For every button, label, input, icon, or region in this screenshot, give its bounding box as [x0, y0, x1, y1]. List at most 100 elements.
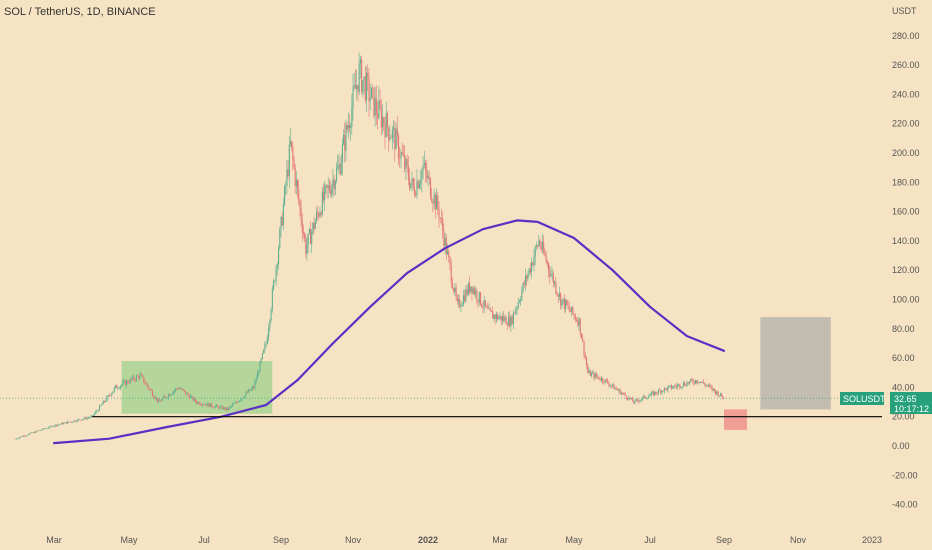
candle-body [634, 399, 636, 403]
candle [704, 382, 706, 388]
candle-body [712, 388, 714, 391]
candle-body [166, 397, 168, 399]
candle [151, 389, 153, 397]
candle-body [285, 185, 287, 187]
candle-body [637, 399, 639, 401]
candle-body [423, 162, 425, 166]
x-tick-label: Nov [790, 535, 807, 545]
candle-body [625, 395, 627, 399]
candle [205, 404, 208, 408]
candle [21, 435, 23, 438]
candle [202, 404, 204, 407]
candle-body [436, 195, 438, 210]
candle [640, 397, 642, 402]
candle-body [68, 421, 70, 423]
candle [512, 309, 514, 329]
candle [150, 388, 152, 391]
x-axis: Mar May Jul Sep Nov 2022 Mar May Jul Sep Nov 2023 [46, 535, 882, 545]
candle [111, 392, 113, 397]
candle [479, 291, 482, 306]
candle [106, 395, 108, 402]
y-tick-label: 140.00 [892, 236, 920, 246]
candle-body [118, 388, 120, 389]
candle-body [721, 393, 723, 397]
candle [528, 267, 530, 277]
candle-body [466, 289, 468, 295]
candle-body [62, 422, 64, 425]
candle [353, 73, 355, 91]
candle [327, 177, 329, 199]
candle [101, 403, 103, 406]
candle-body [143, 376, 145, 383]
candle [244, 394, 246, 399]
candle [210, 402, 213, 408]
candle-body [172, 391, 174, 394]
candle-body [488, 308, 490, 310]
candle-body [204, 404, 206, 406]
candle-body [380, 107, 382, 128]
candle-body [249, 389, 251, 391]
candle-body [293, 159, 295, 168]
candle [325, 183, 327, 195]
candle [80, 419, 82, 421]
candle-body [281, 216, 283, 226]
candle [406, 153, 408, 173]
candle [531, 257, 533, 279]
candle [462, 289, 464, 307]
candle [358, 52, 360, 96]
candle-body [580, 333, 583, 339]
candle [126, 379, 128, 388]
candle-body [593, 372, 595, 378]
candle [42, 428, 44, 431]
candle-body [539, 240, 541, 247]
candle [699, 381, 701, 384]
candle [546, 259, 548, 268]
candle-body [391, 129, 393, 139]
candle-body [450, 264, 452, 283]
candle [40, 429, 43, 431]
candle [654, 391, 656, 397]
candle-body [598, 377, 600, 380]
candle-body [47, 427, 50, 429]
candle [108, 393, 110, 397]
candle [418, 179, 420, 189]
candle [666, 388, 668, 392]
candle [587, 362, 589, 374]
candle-body [331, 185, 333, 195]
candle [173, 389, 176, 394]
candle-body [245, 392, 247, 395]
candle-body [278, 248, 280, 265]
candle-body [187, 393, 189, 396]
candle-body [345, 124, 347, 151]
candle [716, 390, 718, 396]
candle-body [17, 438, 19, 440]
candle-body [213, 407, 215, 408]
candle [500, 315, 502, 326]
candle [27, 434, 29, 437]
candle-body [688, 381, 690, 384]
candle [617, 388, 619, 391]
candle-body [330, 190, 332, 195]
candle-body [255, 379, 257, 382]
candle-body [407, 166, 409, 180]
candle [515, 306, 517, 316]
candle [76, 419, 78, 423]
candle-body [337, 166, 339, 169]
candle [208, 402, 210, 408]
x-tick-label: Mar [492, 535, 508, 545]
candle [582, 334, 584, 343]
candle [187, 392, 189, 397]
candle-body [454, 287, 456, 292]
candle-body [699, 381, 701, 383]
candle-body [248, 389, 250, 393]
y-tick-label: 160.00 [892, 207, 920, 217]
candle [574, 313, 576, 323]
candle [340, 153, 342, 176]
candle-body [369, 98, 371, 102]
candle-body [667, 386, 669, 391]
candle-body [609, 385, 611, 387]
candle [572, 305, 574, 315]
candle-body [656, 393, 658, 394]
candle [391, 125, 393, 150]
